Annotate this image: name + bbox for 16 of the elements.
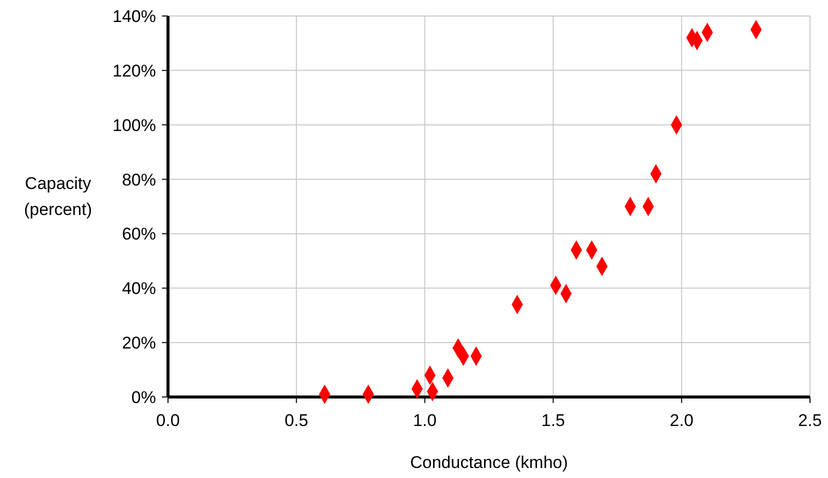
- y-tick-label: 100%: [112, 116, 156, 135]
- y-axis-title: Capacity (percent): [24, 174, 92, 219]
- x-tick-label: 1.0: [412, 411, 437, 430]
- y-tick-label: 120%: [112, 61, 156, 80]
- y-tick-label: 80%: [122, 170, 156, 190]
- x-tick-label: 1.5: [541, 411, 566, 430]
- x-tick-label: 0.5: [284, 411, 308, 430]
- y-tick-label: 20%: [122, 334, 156, 353]
- x-tick-label: 2.0: [670, 411, 694, 430]
- y-tick-label: 40%: [122, 279, 156, 298]
- y-tick-label: 0%: [131, 388, 156, 407]
- x-axis-title: Conductance (kmho): [410, 453, 568, 472]
- y-tick-label: 140%: [112, 7, 156, 26]
- x-tick-label: 0.0: [156, 411, 180, 430]
- x-tick-label: 2.5: [798, 411, 822, 430]
- y-tick-label: 60%: [122, 224, 156, 244]
